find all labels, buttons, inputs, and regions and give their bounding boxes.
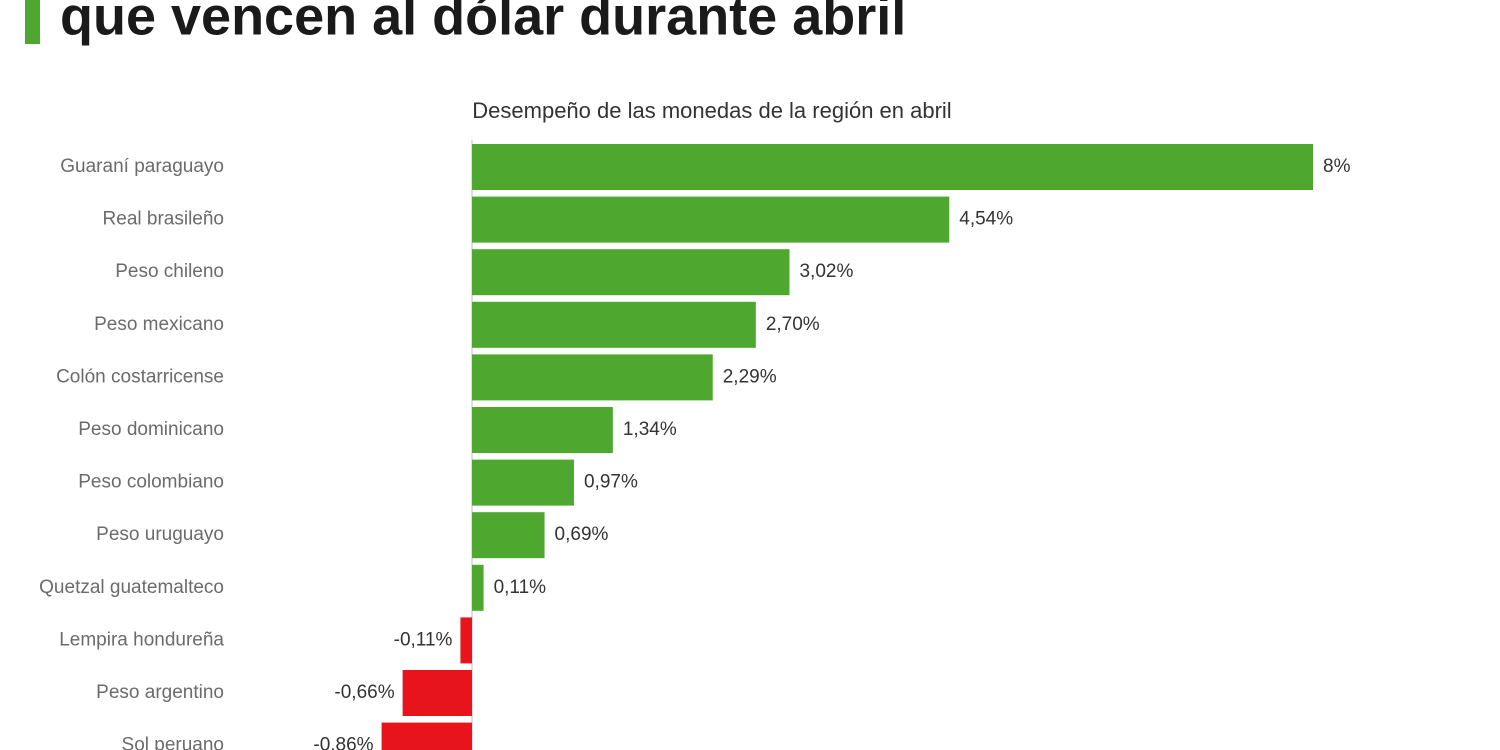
- bar: [472, 196, 950, 243]
- bar: [460, 617, 472, 664]
- category-label: Colón costarricense: [56, 366, 224, 387]
- value-label: 0,97%: [584, 472, 638, 493]
- chart-subtitle: Desempeño de las monedas de la región en…: [472, 98, 951, 123]
- bar: [472, 407, 613, 453]
- value-label: 1,34%: [623, 419, 677, 440]
- category-label: Guaraní paraguayo: [60, 156, 224, 177]
- category-label: Real brasileño: [103, 209, 224, 230]
- category-label: Peso chileno: [115, 261, 224, 282]
- chart-title: que vencen al dólar durante abril: [60, 0, 906, 46]
- value-label: 2,29%: [723, 366, 777, 387]
- bar: [381, 722, 472, 750]
- category-label: Lempira hondureña: [59, 629, 224, 650]
- category-label: Peso argentino: [96, 682, 224, 703]
- value-label: -0,86%: [313, 735, 373, 750]
- value-label: 0,11%: [494, 577, 547, 598]
- bar: [472, 459, 574, 506]
- category-label: Sol peruano: [122, 735, 224, 750]
- bar: [472, 354, 713, 401]
- bar: [472, 144, 1313, 190]
- value-label: -0,11%: [394, 629, 453, 650]
- bar: [472, 249, 790, 296]
- bar: [472, 301, 756, 348]
- bar: [402, 670, 472, 716]
- category-label: Peso uruguayo: [96, 524, 224, 545]
- value-label: 8%: [1323, 156, 1351, 177]
- category-label: Peso mexicano: [94, 314, 224, 335]
- title-accent: [25, 0, 40, 44]
- bar: [472, 564, 484, 611]
- bar: [472, 512, 545, 559]
- category-label: Quetzal guatemalteco: [39, 577, 224, 598]
- value-label: -0,66%: [334, 682, 394, 703]
- category-label: Peso colombiano: [78, 472, 224, 493]
- value-label: 2,70%: [766, 314, 820, 335]
- value-label: 0,69%: [555, 524, 609, 545]
- value-label: 4,54%: [959, 209, 1013, 230]
- category-label: Peso dominicano: [78, 419, 224, 440]
- value-label: 3,02%: [799, 261, 853, 282]
